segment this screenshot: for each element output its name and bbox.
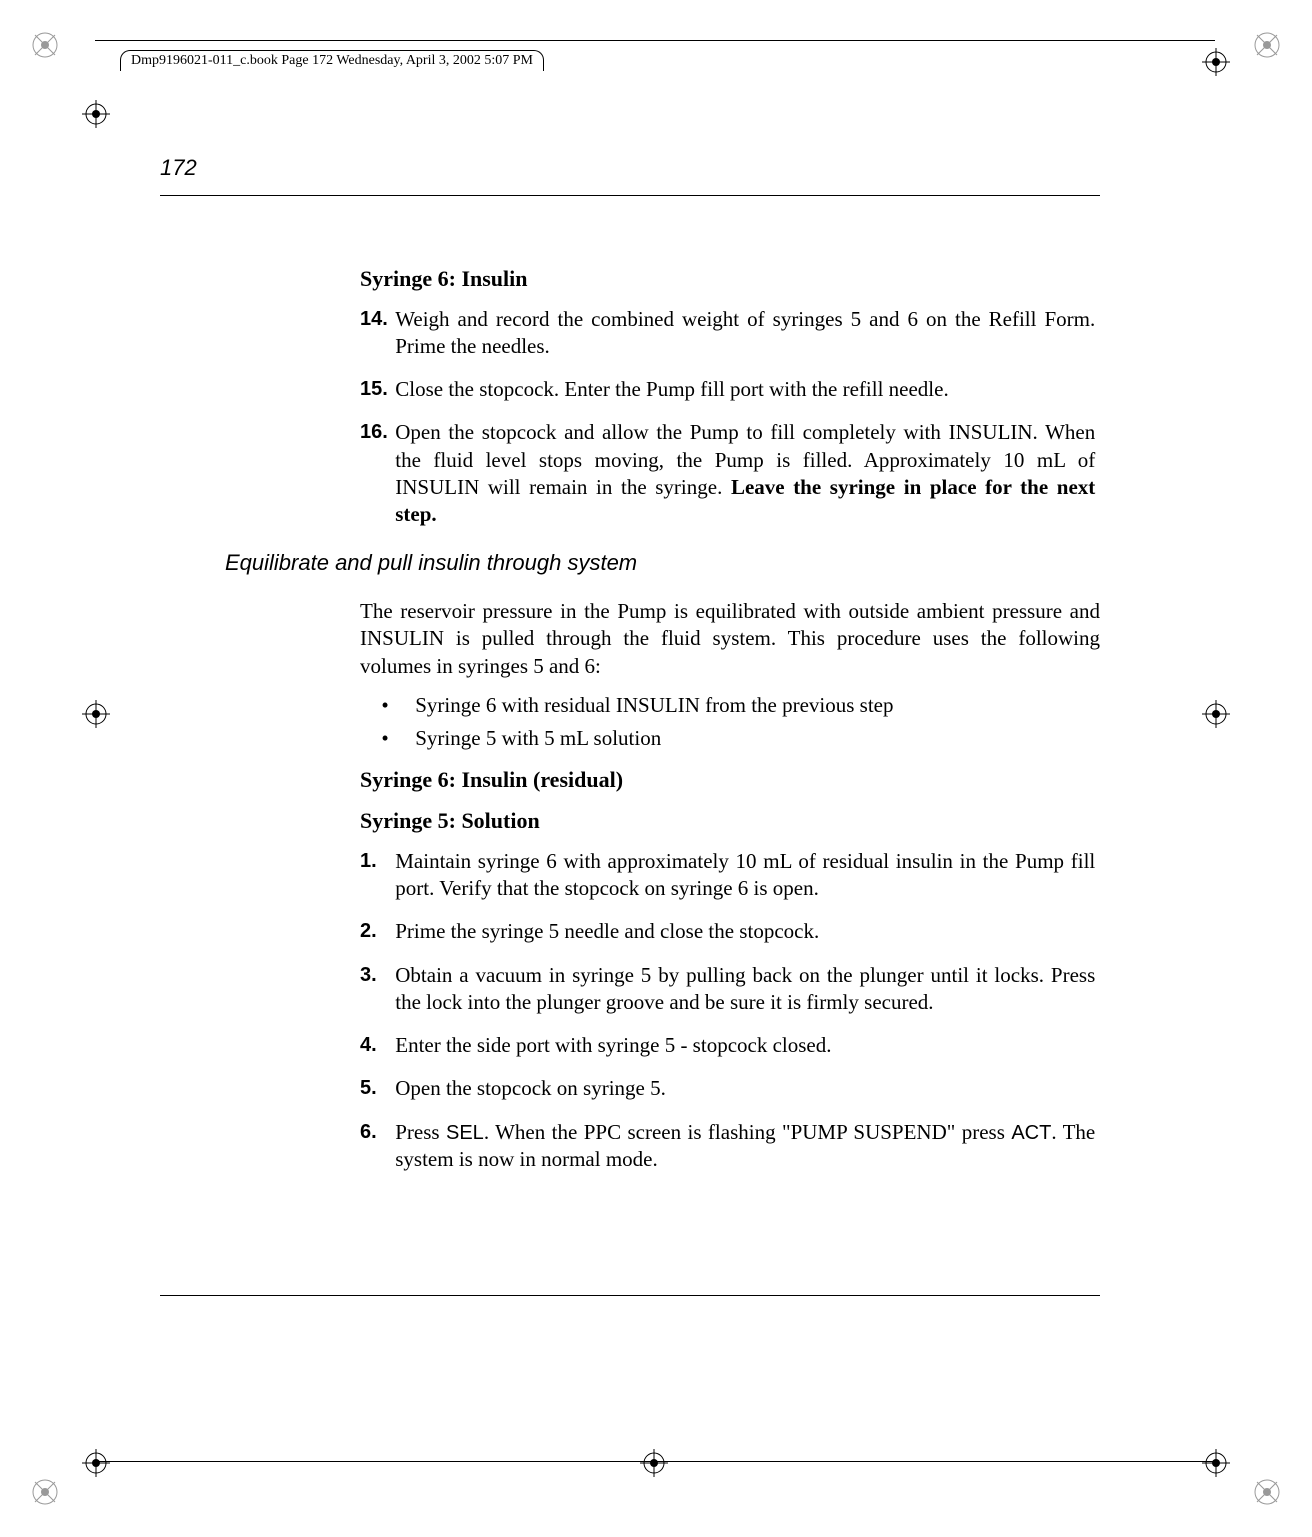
step-number: 1.	[360, 848, 390, 874]
bullet-icon: •	[360, 725, 410, 752]
crop-mark-bottom-left	[30, 1477, 60, 1507]
step-number: 15.	[360, 376, 390, 402]
step-text: Obtain a vacuum in syringe 5 by pulling …	[395, 962, 1095, 1017]
bullet-text: Syringe 5 with 5 mL solution	[415, 725, 1055, 752]
header-tab: Dmp9196021-011_c.book Page 172 Wednesday…	[120, 50, 544, 71]
step-number: 3.	[360, 962, 390, 988]
content-area-2: The reservoir pressure in the Pump is eq…	[360, 598, 1100, 1189]
intro-paragraph: The reservoir pressure in the Pump is eq…	[360, 598, 1100, 680]
step-text: Close the stopcock. Enter the Pump fill …	[395, 376, 1095, 403]
bullet-text: Syringe 6 with residual INSULIN from the…	[415, 692, 1055, 719]
step-2: 2. Prime the syringe 5 needle and close …	[360, 918, 1100, 945]
rule-top	[160, 195, 1100, 196]
step-text: Press SEL. When the PPC screen is flashi…	[395, 1119, 1095, 1174]
heading-syringe6: Syringe 6: Insulin	[360, 265, 1100, 294]
bullet-list: • Syringe 6 with residual INSULIN from t…	[360, 692, 1100, 753]
step-text: Enter the side port with syringe 5 - sto…	[395, 1032, 1095, 1059]
step-4: 4. Enter the side port with syringe 5 - …	[360, 1032, 1100, 1059]
step-text: Open the stopcock on syringe 5.	[395, 1075, 1095, 1102]
bullet-icon: •	[360, 692, 410, 719]
step-6: 6. Press SEL. When the PPC screen is fla…	[360, 1119, 1100, 1174]
step-number: 14.	[360, 306, 390, 332]
step-5: 5. Open the stopcock on syringe 5.	[360, 1075, 1100, 1102]
step-text: Prime the syringe 5 needle and close the…	[395, 918, 1095, 945]
content-area: Syringe 6: Insulin 14. Weigh and record …	[360, 265, 1100, 545]
step-number: 16.	[360, 419, 390, 445]
section-heading-equilibrate: Equilibrate and pull insulin through sys…	[225, 550, 637, 576]
step-number: 6.	[360, 1119, 390, 1145]
step-number: 2.	[360, 918, 390, 944]
list-item: • Syringe 5 with 5 mL solution	[360, 725, 1100, 752]
crop-mark-top-right	[1252, 30, 1282, 60]
step-1: 1. Maintain syringe 6 with approximately…	[360, 848, 1100, 903]
step-15: 15. Close the stopcock. Enter the Pump f…	[360, 376, 1100, 403]
step-16: 16. Open the stopcock and allow the Pump…	[360, 419, 1100, 528]
crop-mark-bottom-right	[1252, 1477, 1282, 1507]
step-text: Weigh and record the combined weight of …	[395, 306, 1095, 361]
button-label-sel: SEL	[446, 1122, 484, 1144]
step-text: Open the stopcock and allow the Pump to …	[395, 419, 1095, 528]
page-number: 172	[160, 155, 197, 181]
button-label-act: ACT	[1011, 1122, 1051, 1144]
rule-bottom	[160, 1295, 1100, 1296]
step-text: Maintain syringe 6 with approximately 10…	[395, 848, 1095, 903]
crop-mark-top-left	[30, 30, 60, 60]
list-item: • Syringe 6 with residual INSULIN from t…	[360, 692, 1100, 719]
step-number: 5.	[360, 1075, 390, 1101]
step-number: 4.	[360, 1032, 390, 1058]
heading-syringe5-solution: Syringe 5: Solution	[360, 807, 1100, 836]
heading-syringe6-residual: Syringe 6: Insulin (residual)	[360, 766, 1100, 795]
step-14: 14. Weigh and record the combined weight…	[360, 306, 1100, 361]
step-3: 3. Obtain a vacuum in syringe 5 by pulli…	[360, 962, 1100, 1017]
